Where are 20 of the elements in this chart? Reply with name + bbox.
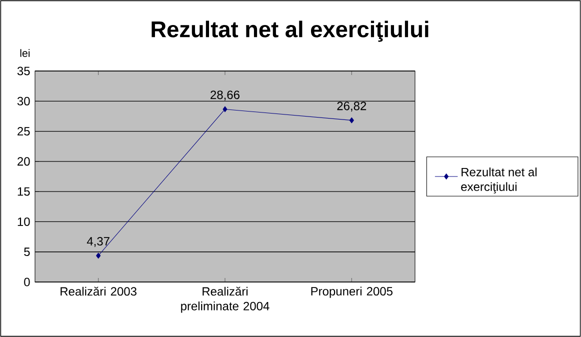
y-tick-label: 15 [18,187,30,196]
y-tick-label: 25 [18,127,30,136]
y-axis-title: lei [20,49,30,57]
y-tick-label: 30 [17,96,30,106]
point [349,117,354,124]
data-label: 26,82 [337,102,366,112]
data-label: 4,37 [86,237,110,247]
chart-title: Rezultat net al exerciţiului [152,20,428,42]
x-tick-label: Realizări preliminate 2004 [181,286,270,313]
data-label: 28,66 [210,90,240,101]
y-tick-label: 10 [18,217,30,226]
x-tick-label: Realizări 2003 [60,286,136,296]
x-tick-label: Propuneri 2005 [311,286,393,298]
y-tick-label: 0 [24,278,30,286]
y-tick-label: 35 [17,66,30,76]
legend-label: Rezultat net al exerciţiului [461,168,537,194]
y-tick-label: 20 [18,157,30,166]
y-tick-label: 5 [24,248,30,256]
point [96,252,101,259]
point [222,106,228,112]
